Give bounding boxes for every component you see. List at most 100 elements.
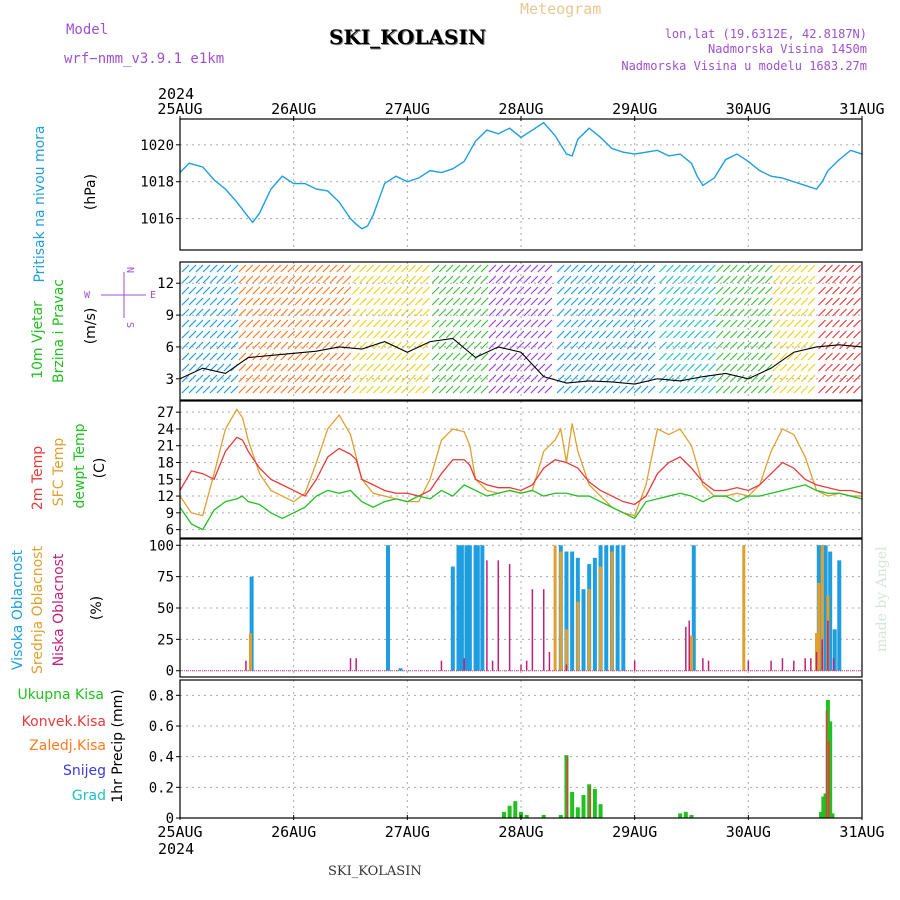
wind-barb xyxy=(266,264,275,273)
wind-barb xyxy=(679,308,688,317)
wind-barb xyxy=(544,330,553,339)
wind-barb xyxy=(308,385,317,394)
wind-barb xyxy=(757,374,766,383)
wind-barb xyxy=(322,297,331,306)
wind-barb xyxy=(818,352,826,361)
wind-barb xyxy=(259,363,268,372)
wind-barb xyxy=(619,308,628,317)
wind-barb xyxy=(584,264,593,273)
wind-barb xyxy=(422,286,430,295)
wind-barb xyxy=(445,264,454,273)
wind-barb xyxy=(223,308,232,317)
wind-barb xyxy=(556,286,565,295)
wind-barb xyxy=(853,341,861,350)
wind-barb xyxy=(544,297,553,306)
wind-barb xyxy=(647,319,656,328)
wind-barb xyxy=(480,374,489,383)
wind-barb xyxy=(480,308,489,317)
wind-barb xyxy=(672,341,681,350)
wind-barb xyxy=(853,297,861,306)
wind-barb xyxy=(800,297,809,306)
wind-barb xyxy=(647,264,656,273)
wind-barb xyxy=(577,275,586,284)
wind-barb xyxy=(757,275,766,284)
wind-barb xyxy=(626,352,635,361)
y-tick-label: 18 xyxy=(157,456,174,472)
precip-total-bar xyxy=(825,699,830,818)
wind-barb xyxy=(556,264,565,273)
cloud-high-bar xyxy=(475,545,480,671)
cloud-low-bar xyxy=(531,589,534,671)
wind-barb xyxy=(619,319,628,328)
wind-barb xyxy=(679,352,688,361)
wind-barb xyxy=(394,352,402,361)
wind-barb xyxy=(537,385,546,394)
wind-barb xyxy=(266,363,275,372)
wind-barb xyxy=(459,341,468,350)
wind-barb xyxy=(480,264,489,273)
wind-barb xyxy=(818,385,826,394)
wind-barb xyxy=(598,319,607,328)
wind-barb xyxy=(577,363,586,372)
wind-barb xyxy=(722,341,731,350)
wind-barb xyxy=(729,264,738,273)
wind-barb xyxy=(445,319,454,328)
wind-barb xyxy=(343,352,352,361)
wind-barb xyxy=(570,374,579,383)
wind-barb xyxy=(729,363,738,372)
wind-barb xyxy=(707,275,716,284)
wind-barb xyxy=(832,363,840,372)
wind-barb xyxy=(722,297,731,306)
wind-barb xyxy=(445,330,454,339)
precip-total-bar xyxy=(689,814,694,818)
wind-barb xyxy=(216,297,225,306)
wind-barb xyxy=(329,330,338,339)
wind-barb xyxy=(387,286,395,295)
wind-barb xyxy=(422,275,430,284)
wind-barb xyxy=(438,275,447,284)
cloud-high-bar xyxy=(604,545,609,671)
wind-barb xyxy=(853,374,861,383)
y-tick-label: 6 xyxy=(166,523,174,539)
wind-barb xyxy=(315,286,324,295)
wind-barb xyxy=(839,385,847,394)
wind-barb xyxy=(686,275,695,284)
wind-barb xyxy=(743,297,752,306)
wind-barb xyxy=(401,264,409,273)
wind-barb xyxy=(373,352,381,361)
wind-barb xyxy=(466,385,475,394)
wind-barb xyxy=(408,319,416,328)
wind-barb xyxy=(329,385,338,394)
wind-barb xyxy=(772,363,781,372)
wind-barb xyxy=(707,385,716,394)
wind-barb xyxy=(665,264,674,273)
wind-barb xyxy=(495,330,504,339)
wind-barb xyxy=(647,385,656,394)
wind-barb xyxy=(480,385,489,394)
wind-barb xyxy=(459,286,468,295)
precip-total-bar xyxy=(575,807,580,818)
wind-barb xyxy=(779,352,788,361)
wind-barb xyxy=(294,264,303,273)
wind-barb xyxy=(336,297,345,306)
wind-barb xyxy=(394,264,402,273)
wind-barb xyxy=(380,385,388,394)
cloud-mid-bar xyxy=(553,545,557,671)
wind-barb xyxy=(223,319,232,328)
wind-barb xyxy=(544,308,553,317)
wind-barb xyxy=(619,330,628,339)
wind-barb xyxy=(807,385,816,394)
wind-barb xyxy=(245,330,254,339)
wind-barb xyxy=(679,297,688,306)
y-tick-label: 75 xyxy=(157,570,174,586)
wind-barb xyxy=(786,330,795,339)
wind-barb xyxy=(743,286,752,295)
cloud-low-bar xyxy=(747,660,750,671)
wind-barb xyxy=(380,319,388,328)
wind-barb xyxy=(480,275,489,284)
wind-barb xyxy=(839,330,847,339)
wind-barb xyxy=(223,297,232,306)
wind-barb xyxy=(626,297,635,306)
wind-barb xyxy=(605,385,614,394)
wind-barb xyxy=(387,363,395,372)
